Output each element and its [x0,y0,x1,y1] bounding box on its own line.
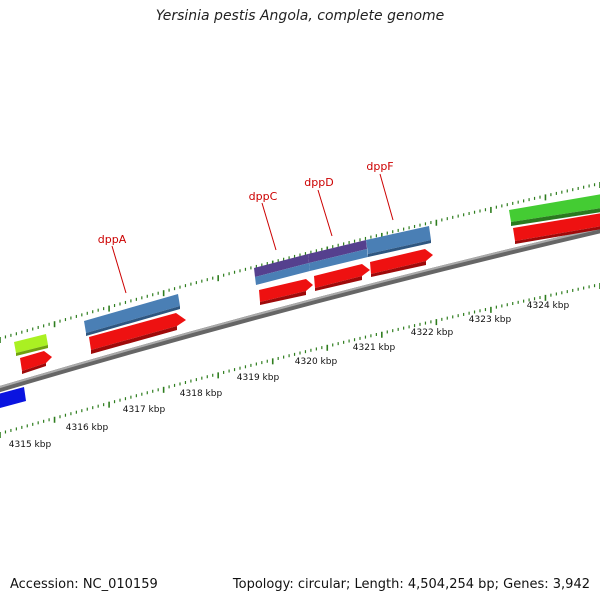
leader-line-dppA [111,245,127,294]
scale-label-4319: 4319 kbp [237,373,280,383]
inner-tick-ring [0,283,600,438]
feature-red-small-left[interactable] [20,351,52,374]
scale-label-4316: 4316 kbp [66,423,109,433]
feature-dppF-blue[interactable] [366,226,431,257]
feature-green-right[interactable] [509,194,600,226]
gene-label-dppF[interactable]: dppF [366,160,393,173]
scale-label-4315: 4315 kbp [9,440,52,450]
gene-label-dppC[interactable]: dppC [249,190,278,203]
feature-dppC-red[interactable] [259,279,313,305]
feature-blue-left[interactable] [0,387,26,408]
genome-title: Yersinia pestis Angola, complete genome [155,8,445,24]
genome-backbone [0,227,600,393]
scale-label-4324: 4324 kbp [527,301,570,311]
feature-dppA-blue[interactable] [84,294,180,336]
feature-dppA-red[interactable] [89,313,186,354]
gene-label-dppA[interactable]: dppA [98,233,127,246]
feature-red-right[interactable] [513,213,600,244]
scale-label-4317: 4317 kbp [123,405,166,415]
scale-label-4318: 4318 kbp [180,389,223,399]
scale-label-4320: 4320 kbp [295,357,338,367]
leader-line-dppC [261,202,277,251]
gene-label-dppD[interactable]: dppD [304,176,333,189]
scale-label-4323: 4323 kbp [469,315,512,325]
feature-dppD-red[interactable] [314,264,370,291]
genome-summary-text: Topology: circular; Length: 4,504,254 bp… [232,577,590,592]
accession-text: Accession: NC_010159 [10,577,158,592]
feature-dppC-purple[interactable] [254,254,310,285]
leader-line-dppD [317,189,333,237]
feature-dppD-purple[interactable] [308,240,368,271]
outer-tick-ring [0,182,600,343]
feature-lime[interactable] [14,334,48,356]
feature-dppF-red[interactable] [370,249,433,277]
scale-label-4322: 4322 kbp [411,328,454,338]
leader-line-dppF [379,173,394,221]
scale-label-4321: 4321 kbp [353,343,396,353]
